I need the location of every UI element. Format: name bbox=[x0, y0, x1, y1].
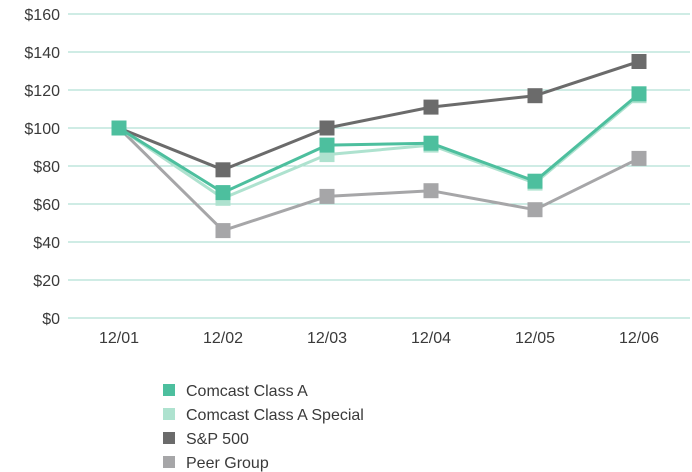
data-point-marker bbox=[631, 54, 647, 69]
data-point-marker bbox=[527, 173, 543, 189]
legend-label: Comcast Class A Special bbox=[186, 407, 364, 424]
y-tick-label: $100 bbox=[24, 121, 60, 138]
data-point-marker bbox=[631, 150, 647, 166]
legend-item: Comcast Class A bbox=[163, 383, 308, 400]
data-point-marker bbox=[215, 185, 231, 201]
y-axis-ticks: $0 $20 $40 $60 $80 $100 $120 $140 $160 bbox=[24, 7, 60, 328]
legend-label: S&P 500 bbox=[186, 431, 249, 448]
y-tick-label: $80 bbox=[33, 159, 60, 176]
series-line bbox=[118, 92, 640, 195]
y-tick-label: $60 bbox=[33, 197, 60, 214]
data-point-marker bbox=[527, 88, 543, 104]
y-tick-label: $160 bbox=[24, 7, 60, 24]
legend-label: Peer Group bbox=[186, 455, 269, 472]
x-tick-label: 12/01 bbox=[99, 330, 139, 347]
x-tick-label: 12/02 bbox=[203, 330, 243, 347]
legend-swatch bbox=[163, 384, 175, 396]
series-line bbox=[118, 94, 640, 200]
series-line bbox=[117, 126, 640, 233]
data-point-marker bbox=[111, 120, 127, 136]
gridlines bbox=[68, 13, 690, 319]
legend-swatch bbox=[163, 456, 175, 468]
data-point-marker bbox=[215, 223, 231, 239]
data-point-marker bbox=[319, 188, 335, 204]
x-tick-label: 12/03 bbox=[307, 330, 347, 347]
data-point-marker bbox=[215, 162, 231, 178]
data-point-marker bbox=[319, 137, 335, 153]
legend: Comcast Class A Comcast Class A Special S&… bbox=[163, 383, 364, 472]
data-point-marker bbox=[423, 183, 439, 199]
legend-item: S&P 500 bbox=[163, 431, 249, 448]
legend-label: Comcast Class A bbox=[186, 383, 308, 400]
legend-swatch bbox=[163, 432, 175, 444]
series-line bbox=[118, 60, 640, 172]
data-point-marker bbox=[319, 120, 335, 136]
y-tick-label: $0 bbox=[42, 311, 60, 328]
legend-item: Comcast Class A Special bbox=[163, 407, 364, 424]
series bbox=[111, 120, 647, 239]
series bbox=[111, 86, 647, 201]
legend-swatch bbox=[163, 408, 175, 420]
series-lines bbox=[111, 54, 647, 239]
x-tick-label: 12/06 bbox=[619, 330, 659, 347]
y-tick-label: $140 bbox=[24, 45, 60, 62]
data-point-marker bbox=[527, 202, 543, 218]
series bbox=[111, 54, 647, 178]
x-tick-label: 12/04 bbox=[411, 330, 451, 347]
data-point-marker bbox=[423, 99, 439, 115]
x-tick-label: 12/05 bbox=[515, 330, 555, 347]
x-axis-ticks: 12/01 12/02 12/03 12/04 12/05 12/06 bbox=[99, 330, 659, 347]
series bbox=[111, 88, 647, 206]
y-tick-label: $40 bbox=[33, 235, 60, 252]
y-tick-label: $120 bbox=[24, 83, 60, 100]
data-point-marker bbox=[631, 86, 647, 102]
data-point-marker bbox=[423, 135, 439, 151]
legend-item: Peer Group bbox=[163, 455, 269, 472]
y-tick-label: $20 bbox=[33, 273, 60, 290]
